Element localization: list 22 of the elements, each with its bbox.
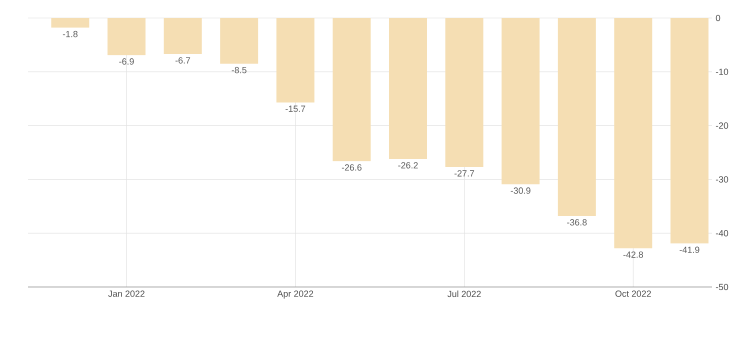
y-tick-label: -30	[716, 176, 728, 183]
x-tick-label: Oct 2022	[615, 290, 651, 297]
data-label: -15.7	[286, 106, 306, 112]
x-tick-label: Apr 2022	[277, 290, 314, 299]
data-label: -1.8	[62, 30, 78, 38]
data-label: -8.5	[232, 66, 246, 74]
data-label: -42.8	[623, 251, 644, 258]
y-tick-label: -10	[716, 68, 728, 75]
y-tick-label: -50	[716, 284, 728, 290]
x-tick-label: Jul 2022	[447, 290, 481, 298]
data-label: -26.2	[398, 162, 418, 168]
data-label: -27.7	[454, 170, 474, 176]
data-label: -6.7	[175, 57, 190, 64]
data-label: -6.9	[119, 58, 134, 65]
data-label: -36.8	[567, 219, 587, 226]
x-tick-label: Jan 2022	[108, 290, 144, 297]
data-label: -41.9	[680, 246, 700, 253]
y-tick-label: 0	[716, 14, 720, 22]
data-label: -26.6	[342, 164, 362, 171]
y-tick-label: -20	[716, 122, 728, 129]
y-tick-label: -40	[716, 230, 728, 236]
data-label: -30.9	[510, 187, 530, 194]
